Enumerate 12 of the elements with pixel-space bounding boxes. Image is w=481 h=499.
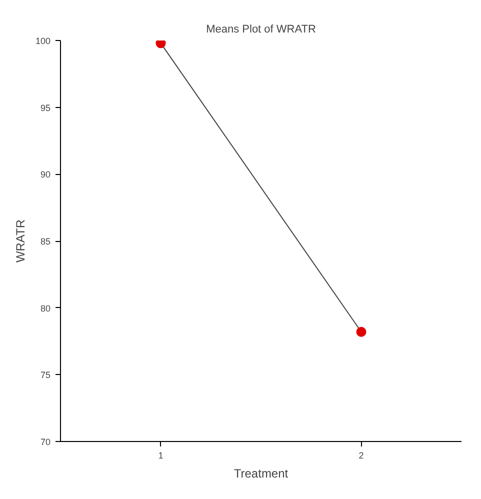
y-tick-label: 95 [40,102,51,113]
y-tick-label: 85 [40,236,51,246]
x-tick-label: 2 [358,450,364,460]
x-axis-title: Treatment [234,466,289,480]
chart-title: Means Plot of WRATR [206,24,316,36]
y-tick-label: 70 [40,437,51,447]
y-axis-title: WRATR [13,219,28,263]
y-tick-label: 90 [40,170,51,180]
x-tick-label: 1 [158,450,164,460]
y-tick-label: 75 [40,370,51,380]
y-tick-label: 100 [35,36,51,46]
y-tick-label: 80 [40,303,51,314]
